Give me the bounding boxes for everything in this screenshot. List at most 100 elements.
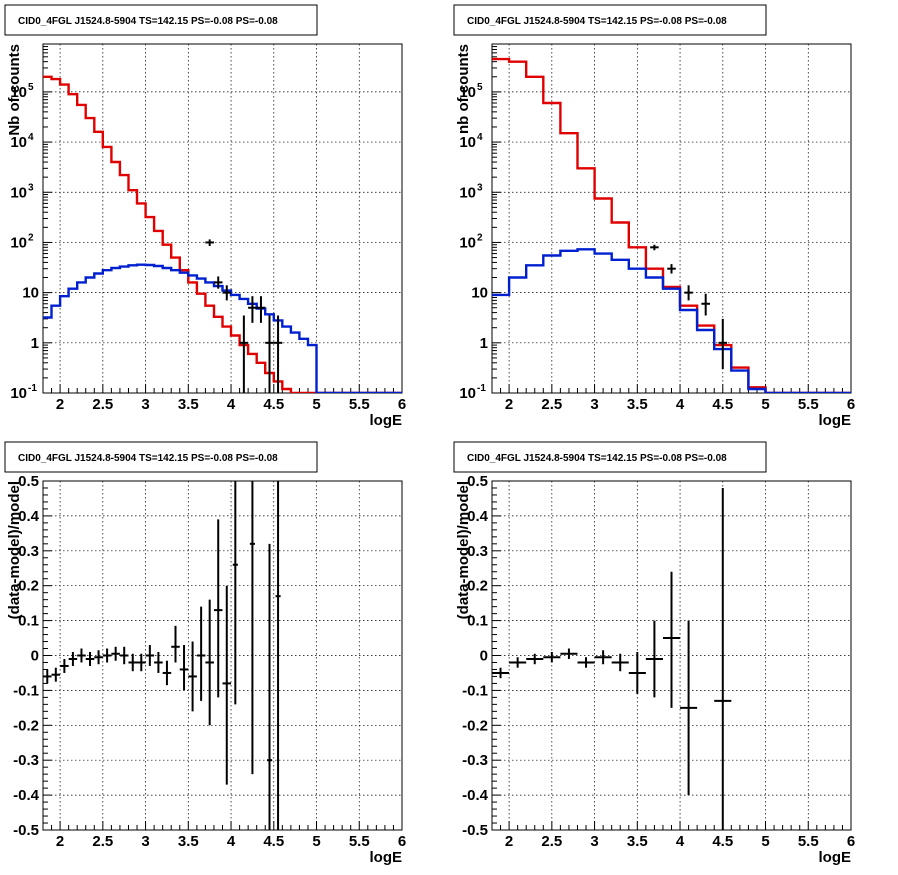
- data-point: [145, 645, 155, 666]
- axis-ticks: [491, 480, 852, 831]
- x-tick-label: 3: [590, 396, 598, 413]
- y-axis-label: Nb of counts: [6, 44, 23, 136]
- x-tick-label: 5: [312, 833, 320, 850]
- y-axis-label: nb of counts: [455, 44, 472, 134]
- y-tick-exponent: 5: [477, 82, 483, 93]
- plot-frame: [42, 43, 403, 394]
- x-tick-label: 5: [312, 396, 320, 413]
- y-tick-label: 10: [459, 234, 476, 251]
- x-tick-label: 5: [761, 396, 769, 413]
- x-tick-label: 2: [505, 396, 513, 413]
- y-tick-exponent: -1: [477, 383, 486, 394]
- y-tick-label: 1: [31, 335, 39, 352]
- data-point: [162, 660, 172, 686]
- y-tick-label: 10: [471, 285, 488, 302]
- y-tick-label: -0.3: [13, 752, 39, 769]
- data-point: [560, 648, 578, 659]
- x-tick-label: 6: [398, 833, 406, 850]
- x-tick-label: 2: [56, 833, 64, 850]
- data-point: [222, 585, 232, 785]
- x-tick-label: 4: [227, 396, 236, 413]
- x-tick-label: 4.5: [263, 396, 284, 413]
- data-point: [701, 293, 710, 316]
- data-point: [43, 669, 52, 684]
- x-tick-label: 4.5: [263, 833, 284, 850]
- model-step-series-0: [43, 75, 402, 393]
- x-tick-label: 6: [398, 396, 406, 413]
- title-box: [4, 441, 318, 473]
- x-tick-label: 2: [505, 833, 513, 850]
- x-tick-label: 3.5: [627, 833, 648, 850]
- y-tick-label: 0.1: [467, 613, 488, 630]
- x-axis-label: logE: [819, 412, 852, 429]
- grid: [492, 44, 851, 393]
- y-tick-label: 10: [10, 234, 27, 251]
- data-point: [232, 481, 238, 705]
- data-point: [594, 650, 612, 665]
- data-point: [266, 543, 273, 830]
- data-point: [222, 285, 232, 301]
- x-tick-label: 3: [590, 833, 598, 850]
- x-tick-label: 2: [56, 396, 64, 413]
- y-tick-label: 0.1: [18, 613, 39, 630]
- data-point: [492, 667, 510, 679]
- x-tick-label: 4: [676, 833, 685, 850]
- y-tick-label: 0.2: [467, 578, 488, 595]
- y-tick-label: -0.5: [13, 822, 39, 839]
- data-point: [611, 653, 629, 672]
- y-tick-exponent: 2: [28, 232, 34, 243]
- title-box: [453, 441, 767, 473]
- y-tick-label: 10: [22, 285, 39, 302]
- y-tick-label: -0.1: [13, 682, 39, 699]
- data-point: [248, 296, 257, 323]
- data-point: [667, 264, 676, 274]
- data-point: [205, 599, 214, 726]
- y-axis-label: (data-model)/model: [455, 481, 472, 619]
- axis-ticks: [491, 43, 852, 394]
- y-tick-label: 10: [10, 385, 27, 402]
- model-step-series-0: [492, 57, 851, 393]
- axis-ticks: [42, 480, 403, 831]
- y-tick-label: 0.3: [467, 543, 488, 560]
- y-tick-exponent: 4: [477, 132, 483, 143]
- data-point: [179, 645, 189, 691]
- x-tick-label: 5.5: [798, 833, 819, 850]
- x-tick-label: 4: [227, 833, 236, 850]
- plot-area: [43, 75, 402, 393]
- x-tick-label: 3: [141, 396, 149, 413]
- data-point: [60, 658, 69, 673]
- x-tick-label: 4: [676, 396, 685, 413]
- x-tick-label: 2.5: [92, 833, 113, 850]
- data-point: [256, 296, 266, 323]
- y-tick-label: 10: [10, 184, 27, 201]
- y-tick-label: -0.2: [13, 717, 39, 734]
- data-point: [213, 519, 223, 698]
- y-tick-label: 0.5: [467, 473, 488, 490]
- y-tick-label: 0.3: [18, 543, 39, 560]
- grid: [43, 481, 402, 830]
- data-point: [628, 652, 646, 694]
- data-point: [77, 648, 86, 663]
- data-point: [650, 244, 659, 251]
- panel-top-right: CID0_4FGL J1524.8-5904 TS=142.15 PS=-0.0…: [453, 4, 855, 429]
- chart-title: CID0_4FGL J1524.8-5904 TS=142.15 PS=-0.0…: [467, 16, 727, 27]
- y-tick-exponent: 3: [477, 182, 483, 193]
- data-point: [128, 653, 138, 672]
- title-box: [453, 4, 767, 36]
- x-axis-label: logE: [819, 849, 852, 866]
- y-tick-exponent: 2: [477, 232, 483, 243]
- y-tick-label: 0.4: [467, 508, 489, 525]
- y-tick-label: -0.4: [462, 787, 489, 804]
- panel-top-left: CID0_4FGL J1524.8-5904 TS=142.15 PS=-0.0…: [4, 4, 406, 429]
- y-tick-label: -0.4: [13, 787, 40, 804]
- y-tick-label: 0: [480, 648, 488, 665]
- y-tick-label: 10: [10, 134, 27, 151]
- data-point: [196, 606, 206, 701]
- y-tick-label: 10: [459, 184, 476, 201]
- grid: [43, 44, 402, 393]
- y-tick-label: 1: [480, 335, 488, 352]
- plot-area: [492, 487, 732, 830]
- data-point: [509, 657, 527, 668]
- data-point: [102, 648, 112, 663]
